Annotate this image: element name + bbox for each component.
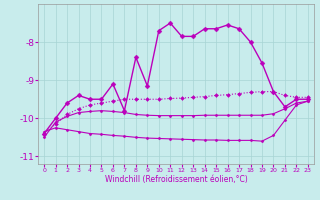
X-axis label: Windchill (Refroidissement éolien,°C): Windchill (Refroidissement éolien,°C) <box>105 175 247 184</box>
